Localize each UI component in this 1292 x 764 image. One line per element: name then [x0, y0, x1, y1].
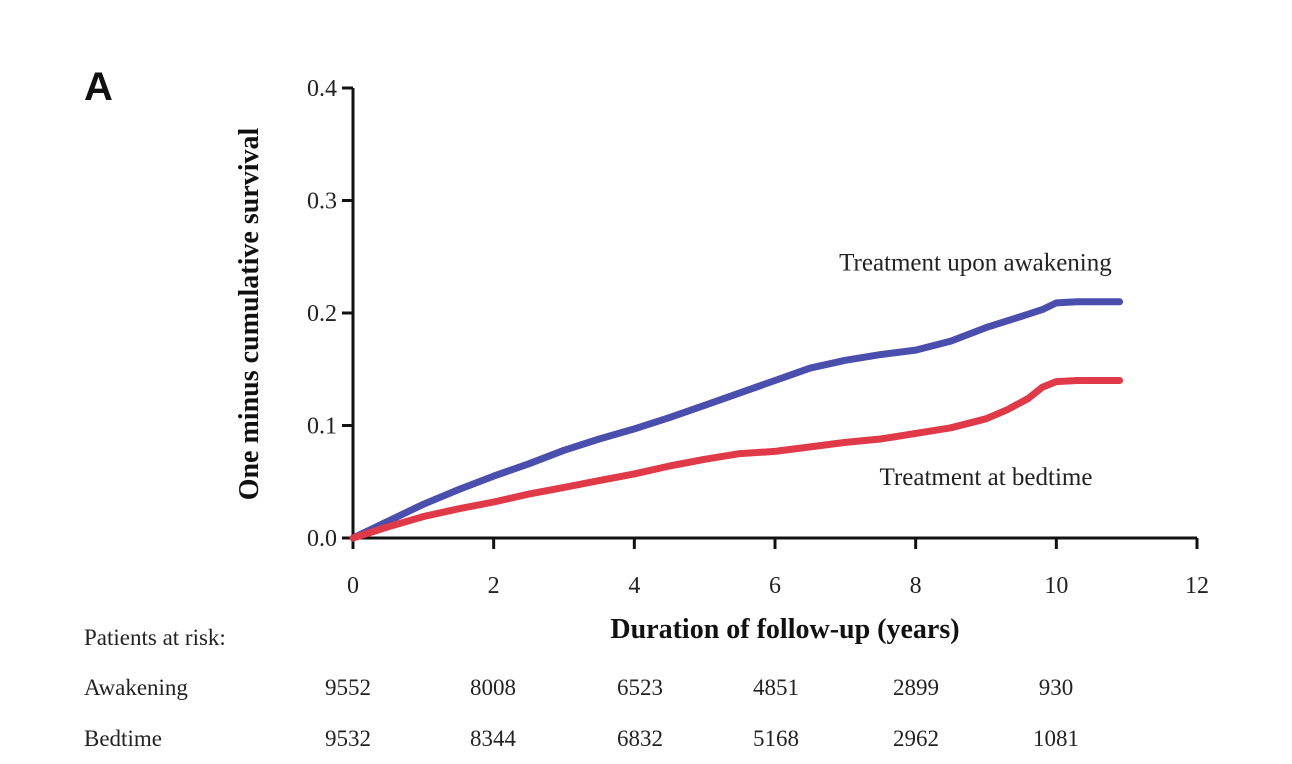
series-line-0	[349, 298, 1124, 542]
risk-table: Patients at risk: Awakening 9552 8008 6523 4…	[84, 625, 1079, 751]
series-layer	[349, 298, 1124, 542]
risk-cell: 930	[1039, 675, 1074, 700]
series-annotation-0: Treatment upon awakening	[839, 249, 1112, 276]
x-axis-title: Duration of follow-up (years)	[610, 614, 959, 645]
risk-cell: 1081	[1033, 726, 1079, 751]
risk-table-header: Patients at risk:	[84, 625, 226, 650]
x-tick-label: 6	[769, 573, 781, 599]
y-tick-label: 0.0	[307, 526, 337, 552]
risk-cell: 5168	[753, 726, 799, 751]
risk-cell: 9532	[325, 726, 371, 751]
risk-cell: 8344	[470, 726, 517, 751]
y-tick-label: 0.4	[307, 76, 337, 102]
risk-cell: 2962	[893, 726, 939, 751]
risk-cell: 6523	[617, 675, 663, 700]
y-tick-label: 0.2	[307, 301, 337, 327]
series-annotation-1: Treatment at bedtime	[880, 464, 1093, 491]
x-tick-label: 4	[628, 573, 640, 599]
risk-cell: 8008	[470, 675, 516, 700]
x-tick-label: 8	[910, 573, 922, 599]
x-tick-label: 10	[1044, 573, 1068, 599]
x-tick-label: 2	[488, 573, 500, 599]
axes: 0.0 0.1 0.2 0.3 0.4 0 2 4 6 8 10 12	[307, 76, 1209, 599]
panel-label: A	[84, 65, 113, 109]
y-tick-label: 0.1	[307, 414, 337, 440]
risk-cell: 6832	[617, 726, 663, 751]
annotation-layer: Treatment upon awakening Treatment at bed…	[839, 249, 1112, 491]
risk-row-label: Awakening	[84, 675, 188, 700]
risk-cell: 9552	[325, 675, 371, 700]
risk-cell: 2899	[893, 675, 939, 700]
y-tick-label: 0.3	[307, 189, 337, 215]
risk-cell: 4851	[753, 675, 799, 700]
risk-row-label: Bedtime	[84, 726, 162, 751]
y-axis-title: One minus cumulative survival	[234, 127, 265, 500]
x-tick-label: 12	[1185, 573, 1209, 599]
x-tick-label: 0	[347, 573, 359, 599]
series-line-1	[349, 377, 1124, 542]
